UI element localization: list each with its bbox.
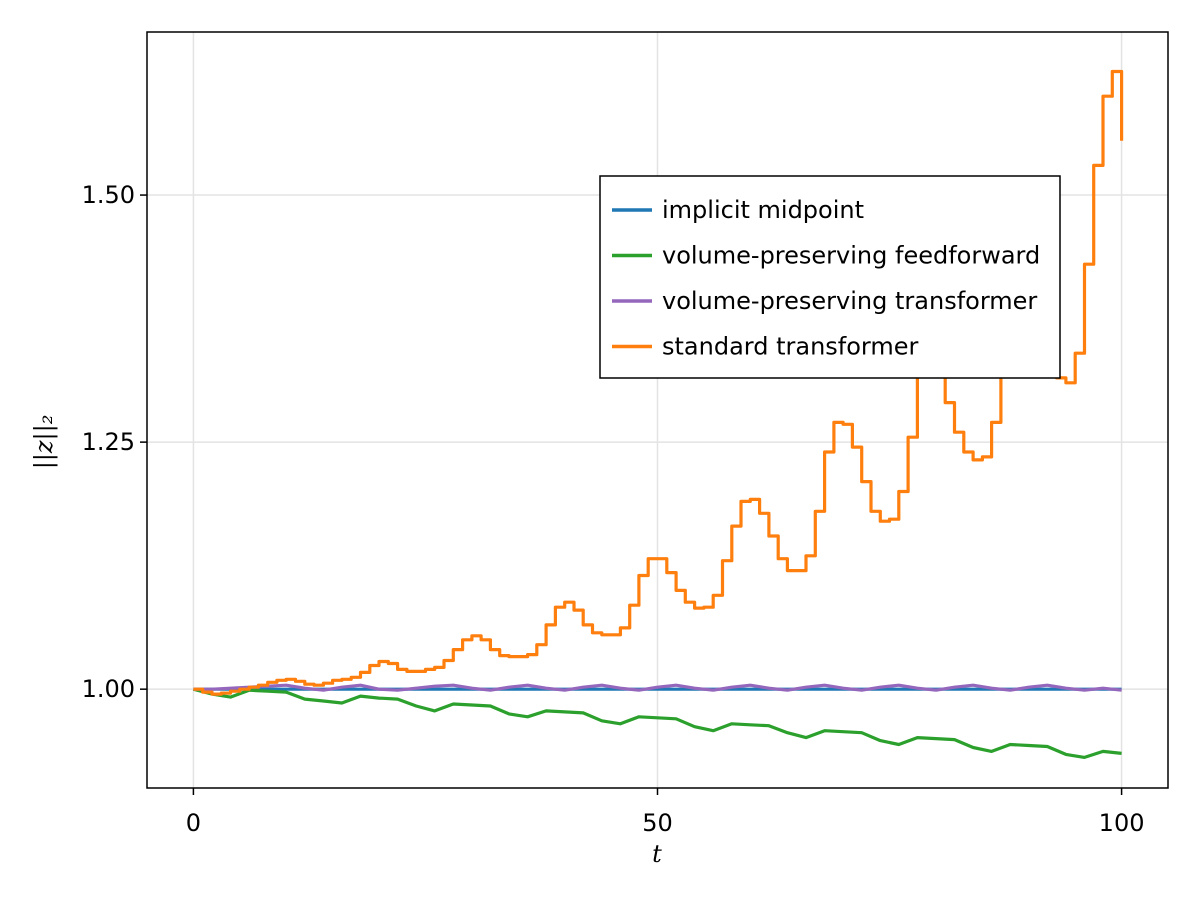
series-lines (192, 69, 1124, 759)
series-line-3 (193, 69, 1124, 696)
x-axis-label: t (652, 840, 662, 868)
series-line-1 (192, 687, 1122, 759)
y-axis-ticks: 1.00 1.25 1.50 (82, 181, 147, 703)
legend: implicit midpoint volume-preserving feedf… (599, 175, 1061, 379)
x-axis-ticks: 0 50 100 (186, 788, 1145, 837)
x-tick-label: 100 (1099, 809, 1145, 837)
x-tick-label: 0 (186, 809, 201, 837)
legend-label: volume-preserving transformer (662, 287, 1037, 315)
y-axis-label: ||z||₂ (30, 415, 59, 470)
legend-label: implicit midpoint (662, 196, 864, 224)
legend-label: volume-preserving feedforward (662, 242, 1040, 270)
legend-box (599, 175, 1061, 379)
y-tick-label: 1.25 (82, 428, 135, 456)
y-tick-label: 1.00 (82, 675, 135, 703)
series-line-2 (193, 683, 1122, 692)
legend-label: standard transformer (662, 333, 919, 361)
y-tick-label: 1.50 (82, 181, 135, 209)
x-tick-label: 50 (642, 809, 673, 837)
